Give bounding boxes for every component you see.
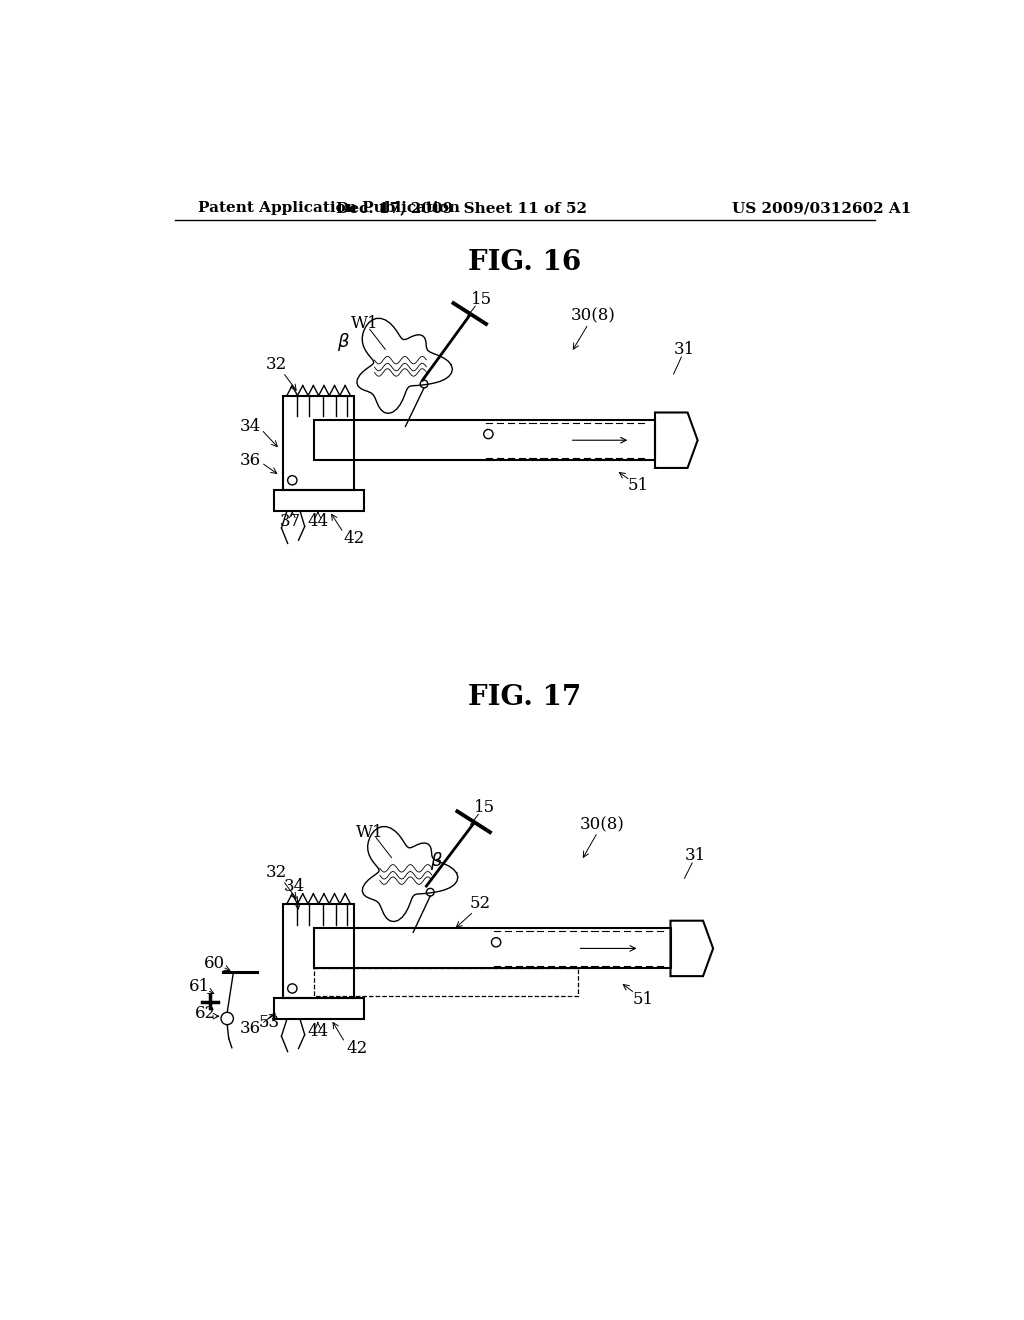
Text: 42: 42 <box>344 531 365 548</box>
Text: 51: 51 <box>628 477 648 494</box>
Text: 52: 52 <box>470 895 492 912</box>
Text: 31: 31 <box>674 341 695 358</box>
Text: Dec. 17, 2009  Sheet 11 of 52: Dec. 17, 2009 Sheet 11 of 52 <box>336 202 587 215</box>
Text: $\beta$: $\beta$ <box>430 850 443 871</box>
Text: 32: 32 <box>266 356 288 374</box>
Text: US 2009/0312602 A1: US 2009/0312602 A1 <box>732 202 912 215</box>
Text: W1: W1 <box>356 824 384 841</box>
Text: 53: 53 <box>258 1014 280 1031</box>
Text: Patent Application Publication: Patent Application Publication <box>198 202 460 215</box>
Text: 61: 61 <box>188 978 210 995</box>
Text: 60: 60 <box>204 954 225 972</box>
Text: FIG. 17: FIG. 17 <box>468 684 582 711</box>
Text: 44: 44 <box>307 513 329 531</box>
Text: 34: 34 <box>284 878 305 895</box>
Text: 34: 34 <box>240 418 261 434</box>
Text: 15: 15 <box>474 799 495 816</box>
Text: 42: 42 <box>346 1040 368 1057</box>
Text: 44: 44 <box>307 1023 329 1040</box>
Text: 30(8): 30(8) <box>580 816 625 833</box>
Text: 36: 36 <box>240 451 261 469</box>
Text: 32: 32 <box>266 865 288 882</box>
Text: 51: 51 <box>633 991 654 1007</box>
Text: $\beta$: $\beta$ <box>337 331 350 352</box>
Text: 36: 36 <box>240 1020 261 1038</box>
Text: 62: 62 <box>195 1005 216 1022</box>
Text: 37: 37 <box>281 513 301 531</box>
Text: 31: 31 <box>685 846 706 863</box>
Text: 30(8): 30(8) <box>570 308 615 325</box>
Text: W1: W1 <box>350 315 378 333</box>
Text: 15: 15 <box>471 290 492 308</box>
Text: FIG. 16: FIG. 16 <box>468 249 582 276</box>
